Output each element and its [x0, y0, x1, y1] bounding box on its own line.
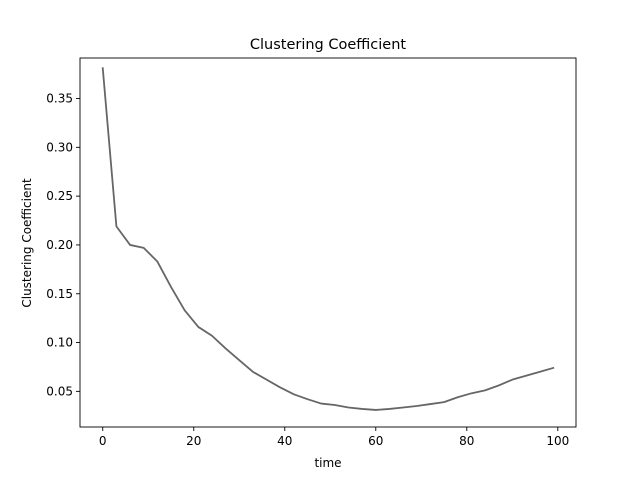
series-line-0: [101, 67, 555, 411]
x-tick-label: 40: [277, 434, 292, 448]
x-tick-label: 20: [186, 434, 201, 448]
x-axis-label: time: [314, 456, 341, 470]
x-tick-label: 100: [546, 434, 569, 448]
x-tick-label: 0: [99, 434, 107, 448]
y-tick-label: 0.15: [46, 287, 73, 301]
y-tick-label: 0.25: [46, 189, 73, 203]
y-tick-label: 0.20: [46, 238, 73, 252]
y-axis-label: Clustering Coefficient: [20, 178, 34, 308]
plot-frame: [79, 57, 577, 428]
y-tick-label: 0.30: [46, 140, 73, 154]
y-tick-label: 0.10: [46, 336, 73, 350]
chart-title: Clustering Coefficient: [250, 37, 407, 53]
plot-area: 0 20 40 60 80 100 0.05 0.10 0.15 0.20 0.25 0.30 0.35: [46, 57, 577, 448]
y-tick-label: 0.35: [46, 92, 73, 106]
x-tick-label: 80: [459, 434, 474, 448]
x-tick-label: 60: [368, 434, 383, 448]
y-tick-label: 0.05: [46, 384, 73, 398]
